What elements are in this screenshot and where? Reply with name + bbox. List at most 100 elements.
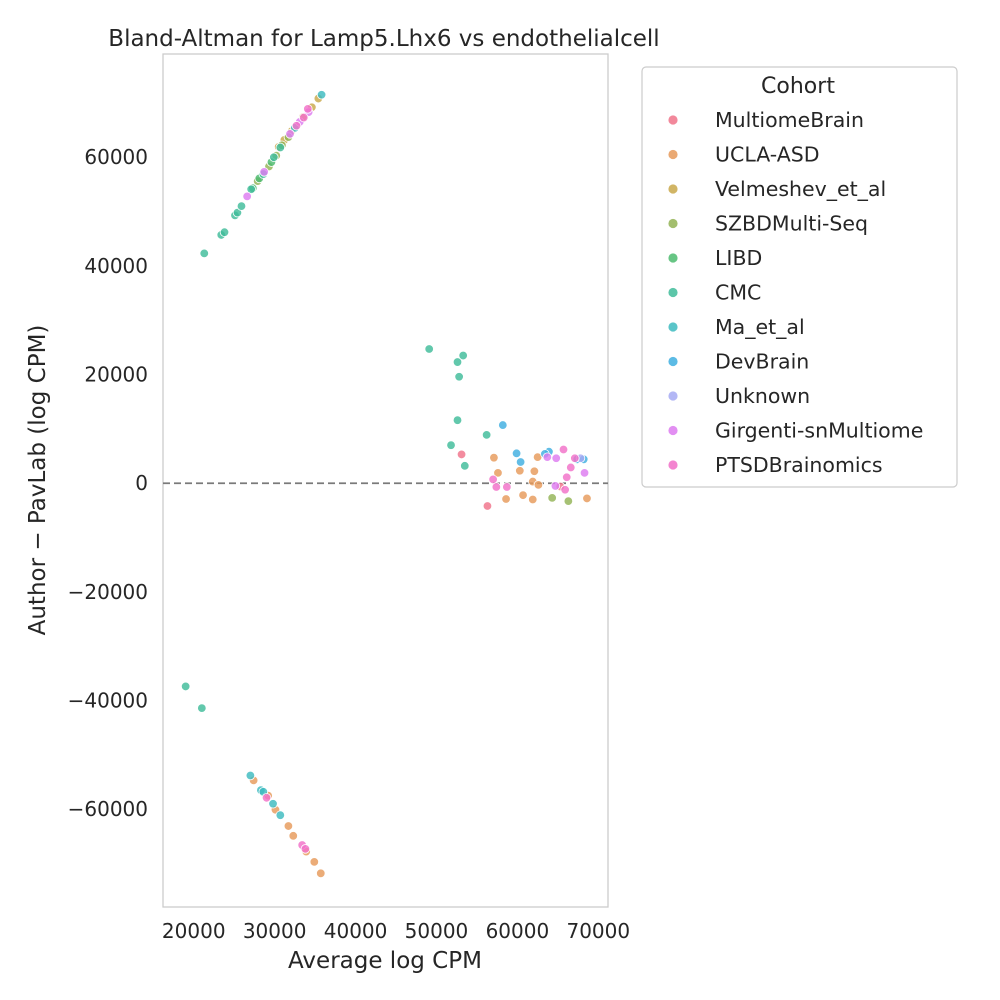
data-point [579,468,590,478]
legend-label: Ma_et_al [715,315,805,340]
data-point [511,448,522,459]
x-axis-label: Average log CPM [288,948,482,974]
data-point [570,453,580,463]
x-tick-label: 70000 [566,919,630,943]
data-point [550,481,561,491]
legend-marker [668,184,678,194]
y-tick-label: 40000 [84,254,148,278]
data-point [502,482,512,492]
legend-marker [668,425,678,436]
legend-marker [668,287,678,298]
legend: Cohort MultiomeBrain UCLA-ASD Velmeshev_et… [641,66,958,488]
data-point [498,420,508,430]
legend-box [641,66,958,488]
data-point [566,462,576,473]
legend-marker [668,253,678,263]
legend-label: DevBrain [715,350,809,374]
data-point [529,466,540,476]
y-tick-label: −40000 [68,689,148,713]
data-point [518,490,528,500]
data-point [246,184,256,194]
data-point [560,485,570,495]
data-point [481,430,492,440]
legend-label: PTSDBrainomics [715,453,883,477]
legend-label: Girgenti-snMultiome [715,419,923,443]
data-point [446,440,456,450]
data-point [460,461,470,471]
data-point [452,357,463,367]
data-point [283,821,294,831]
y-tick-label: −20000 [68,580,148,604]
data-point [245,770,256,781]
data-point [303,104,313,114]
legend-label: SZBDMulti-Seq [715,212,868,236]
data-point [452,415,463,425]
y-tick-label: −60000 [68,797,148,821]
data-point [482,501,493,511]
legend-marker [668,218,678,229]
legend-marker [668,356,678,367]
y-tick-label: 60000 [84,145,148,169]
series-ptsdbrainomics [261,104,580,854]
data-point [197,703,207,713]
data-point [299,112,309,123]
legend-label: CMC [715,281,761,305]
data-point [285,129,295,139]
data-point [515,457,526,467]
data-point [582,493,592,504]
y-tick-label: 0 [135,471,148,495]
legend-marker [668,322,678,332]
data-point [501,494,511,504]
data-point [558,444,569,455]
legend-label: MultiomeBrain [715,108,864,132]
data-point [261,793,272,803]
chart-title: Bland-Altman for Lamp5.Lhx6 vs endotheli… [108,26,659,52]
legend-marker [668,149,678,160]
x-tick-label: 20000 [162,919,226,943]
data-point [199,248,209,259]
legend-label: Velmeshev_et_al [715,177,886,202]
data-point [547,493,557,503]
data-point [489,452,499,463]
series-multiomebrain [456,449,565,511]
data-point [300,844,311,854]
y-tick-label: 20000 [84,363,148,387]
legend-marker [668,391,678,401]
x-axis: 20000 30000 40000 50000 60000 70000 [162,919,630,943]
legend-marker [668,115,678,125]
x-tick-label: 50000 [405,919,469,943]
data-point [316,868,326,879]
y-axis: −60000 −40000 −20000 0 20000 40000 60000 [68,145,148,821]
data-point [515,466,525,476]
data-point [542,452,553,462]
data-point [219,227,230,237]
plot-area [162,53,609,908]
data-point [316,90,327,100]
data-point [242,191,252,202]
data-point [268,799,278,809]
x-tick-label: 40000 [324,919,388,943]
legend-label: LIBD [715,246,762,270]
data-point [493,468,503,478]
data-point [458,350,468,361]
data-point [456,449,467,460]
data-point [533,480,544,490]
data-point [288,831,298,841]
plot-frame [162,53,609,908]
data-point [259,167,269,177]
data-point [180,681,191,692]
data-point [491,482,502,492]
data-point [562,472,572,482]
data-point [454,372,464,382]
legend-title: Cohort [761,74,835,99]
x-tick-label: 30000 [243,919,307,943]
data-point [275,142,286,153]
legend-marker [668,460,678,470]
legend-label: UCLA-ASD [715,143,820,167]
data-point [291,121,302,131]
data-point [563,496,574,506]
legend-label: Unknown [715,384,810,408]
data-point [551,453,561,463]
x-tick-label: 60000 [486,919,550,943]
